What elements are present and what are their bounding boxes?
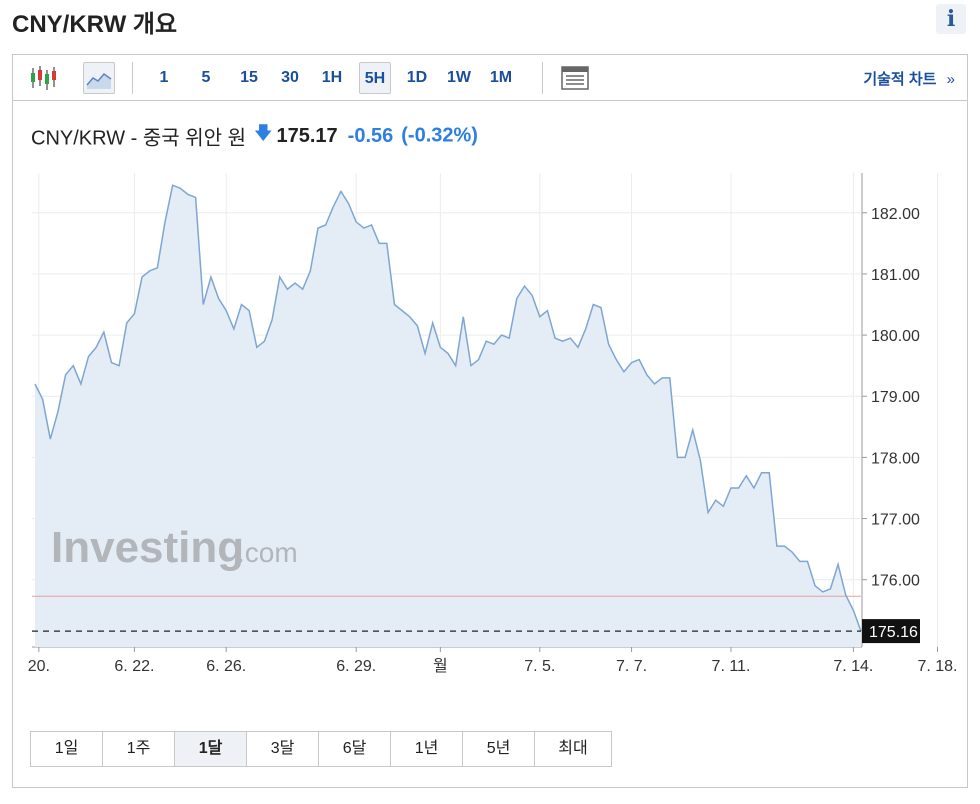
range-5y[interactable]: 5년 — [463, 732, 535, 766]
price-change-percent: (-0.32%) — [401, 124, 478, 147]
interval-1m[interactable]: 1 — [159, 69, 169, 86]
last-price-tag: 175.16 — [862, 619, 920, 644]
chart-widget: 1 5 15 30 1H 5H 1D 1W 1M 기술적 차트 » CNY/KR… — [12, 54, 968, 788]
y-tick-label: 179.00 — [871, 389, 920, 406]
x-tick-label: 7. 18. — [917, 658, 957, 675]
watermark-suffix: .com — [237, 537, 298, 568]
time-range-selector: 1일 1주 1달 3달 6달 1년 5년 최대 — [30, 731, 612, 767]
price-chart[interactable]: 176.00 177.00 178.00 179.00 180.00 181.00 182.… — [13, 55, 967, 725]
arrow-down-icon: 🡇 — [253, 123, 273, 143]
interval-1w[interactable]: 1W — [447, 69, 471, 86]
toolbar-divider — [542, 62, 543, 94]
interval-15m[interactable]: 15 — [240, 69, 258, 86]
watermark-brand: Investing — [51, 523, 244, 572]
news-panel-icon[interactable] — [559, 62, 591, 94]
page-title: CNY/KRW 개요 — [12, 11, 178, 38]
interval-5m[interactable]: 5 — [201, 69, 211, 86]
range-3m[interactable]: 3달 — [247, 732, 319, 766]
range-1y[interactable]: 1년 — [391, 732, 463, 766]
interval-1mo[interactable]: 1M — [489, 69, 513, 86]
interval-1h[interactable]: 1H — [321, 69, 343, 86]
technical-chart-link[interactable]: 기술적 차트 » — [863, 68, 955, 89]
x-tick-label: 6. 29. — [336, 658, 376, 675]
y-tick-label: 181.00 — [871, 267, 920, 284]
x-tick-label: 6. 26. — [206, 658, 246, 675]
x-tick-label: 7. 5. — [524, 658, 555, 675]
interval-1d[interactable]: 1D — [406, 69, 428, 86]
candlestick-chart-icon[interactable] — [27, 62, 59, 94]
x-axis: 20. 6. 22. 6. 26. 6. 29. 월 7. 5. 7. 7. 7. 11. 7.… — [28, 647, 957, 675]
area-chart-icon[interactable] — [83, 62, 115, 94]
y-axis: 176.00 177.00 178.00 179.00 180.00 181.00 182.… — [862, 206, 920, 590]
y-tick-label: 180.00 — [871, 328, 920, 345]
investing-logo: Investing .com — [51, 523, 298, 572]
price-area-fill — [35, 185, 861, 648]
range-1w[interactable]: 1주 — [103, 732, 175, 766]
x-tick-label: 7. 11. — [712, 658, 751, 675]
x-tick-label: 월 — [433, 657, 448, 675]
technical-chart-label: 기술적 차트 — [863, 71, 937, 88]
y-tick-label: 178.00 — [871, 450, 920, 467]
x-tick-label: 7. 7. — [616, 658, 647, 675]
range-max[interactable]: 최대 — [535, 732, 611, 766]
double-chevron-right-icon: » — [946, 71, 955, 88]
last-price-tag-text: 175.16 — [869, 624, 918, 641]
last-price: 175.17 — [276, 124, 338, 147]
range-1d[interactable]: 1일 — [31, 732, 103, 766]
instrument-name: CNY/KRW - 중국 위안 원 — [31, 127, 246, 150]
toolbar-divider — [132, 62, 133, 94]
interval-5h[interactable]: 5H — [359, 62, 391, 94]
y-tick-label: 182.00 — [871, 206, 920, 223]
interval-30m[interactable]: 30 — [281, 69, 299, 86]
range-6m[interactable]: 6달 — [319, 732, 391, 766]
y-tick-label: 177.00 — [871, 512, 920, 529]
y-tick-label: 176.00 — [871, 573, 920, 590]
range-1m[interactable]: 1달 — [175, 732, 247, 766]
x-tick-label: 20. — [28, 658, 50, 675]
price-change: -0.56 — [347, 124, 394, 147]
x-tick-label: 6. 22. — [114, 658, 154, 675]
info-icon[interactable]: i — [936, 4, 966, 34]
price-header: CNY/KRW - 중국 위안 원 🡇 175.17 -0.56 (-0.32%) — [31, 121, 478, 151]
chart-toolbar: 1 5 15 30 1H 5H 1D 1W 1M 기술적 차트 » — [13, 55, 967, 101]
x-tick-label: 7. 14. — [833, 658, 873, 675]
price-line — [34, 184, 862, 632]
